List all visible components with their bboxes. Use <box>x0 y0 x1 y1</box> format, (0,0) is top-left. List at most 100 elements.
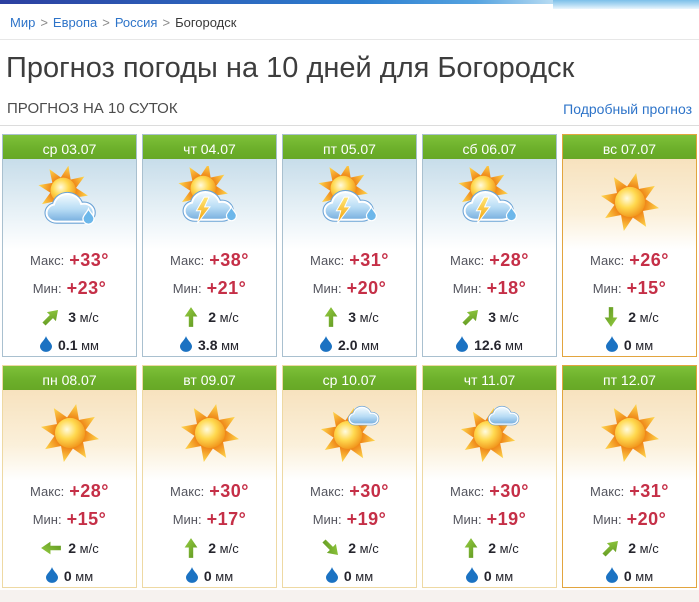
breadcrumb-separator: > <box>162 15 171 30</box>
wind-speed-unit: м/с <box>639 540 659 556</box>
wind-speed-unit: м/с <box>79 309 99 325</box>
precipitation-row: 0 мм <box>45 566 94 587</box>
min-temp-value: +18° <box>486 277 527 298</box>
wind-direction-arrow-icon <box>40 306 62 328</box>
forecast-card[interactable]: вт 09.07 Макс: +30° Мин: +17° 2 м/с 0 мм <box>142 365 277 588</box>
breadcrumb-separator: > <box>40 15 48 30</box>
max-temp-row: Макс: +30° <box>170 481 249 502</box>
forecast-card-body: Макс: +31° Мин: +20° 3 м/с 2.0 мм <box>283 159 416 356</box>
wind-speed-value: 2 <box>488 539 497 556</box>
sun-icon <box>171 393 249 474</box>
precipitation-unit: мм <box>215 569 234 585</box>
detailed-forecast-link[interactable]: Подробный прогноз <box>563 101 692 117</box>
wind-direction-arrow-icon <box>40 537 62 559</box>
precipitation-unit: мм <box>75 569 94 585</box>
precipitation-row: 12.6 мм <box>456 335 523 356</box>
wind-direction-arrow-icon <box>460 537 482 559</box>
day-date-label: чт 04.07 <box>143 135 276 159</box>
sun-cloud-rain-icon <box>31 162 109 243</box>
max-temp-value: +30° <box>209 480 249 501</box>
precipitation-row: 3.8 мм <box>180 335 239 356</box>
min-temp-label: Мин: <box>172 511 202 527</box>
max-temp-value: +33° <box>69 249 109 270</box>
min-temp-label: Мин: <box>312 280 342 296</box>
max-temp-label: Макс: <box>590 252 625 268</box>
forecast-card[interactable]: ср 10.07 Макс: +30° Мин: +19° 2 м/с 0 <box>282 365 417 588</box>
precipitation-row: 0 мм <box>465 566 514 587</box>
forecast-card[interactable]: ср 03.07 Макс: +33° Мин: +23° 3 м/с 0.1 <box>2 134 137 357</box>
forecast-section-header: ПРОГНОЗ НА 10 СУТОК Подробный прогноз <box>0 85 699 126</box>
wind-speed-unit: м/с <box>359 540 379 556</box>
precipitation-value: 0.1 <box>58 337 78 354</box>
min-temp-label: Мин: <box>592 280 622 296</box>
water-drop-icon <box>465 567 478 586</box>
forecast-card-body: Макс: +28° Мин: +18° 3 м/с 12.6 мм <box>423 159 556 356</box>
forecast-card[interactable]: чт 04.07 Макс: +38° Мин: +21° 2 м/с 3.8 <box>142 134 277 357</box>
max-temp-row: Макс: +26° <box>590 250 669 271</box>
max-temp-label: Макс: <box>450 483 485 499</box>
wind-direction-arrow-icon <box>600 537 622 559</box>
wind-speed-unit: м/с <box>359 309 379 325</box>
precipitation-value: 0 <box>623 568 632 585</box>
precipitation-unit: мм <box>505 338 523 354</box>
precipitation-unit: мм <box>635 569 654 585</box>
max-temp-label: Макс: <box>450 252 485 268</box>
precipitation-unit: мм <box>495 569 514 585</box>
forecast-card[interactable]: пт 12.07 Макс: +31° Мин: +20° 2 м/с 0 мм <box>562 365 697 588</box>
wind-speed-value: 3 <box>488 308 497 325</box>
wind-row: 2 м/с <box>460 537 519 559</box>
max-temp-label: Макс: <box>310 252 345 268</box>
wind-row: 3 м/с <box>320 306 379 328</box>
wind-direction-arrow-icon <box>320 537 342 559</box>
min-temp-label: Мин: <box>32 511 62 527</box>
forecast-card[interactable]: пн 08.07 Макс: +28° Мин: +15° 2 м/с 0 мм <box>2 365 137 588</box>
breadcrumb-link[interactable]: Европа <box>52 15 98 30</box>
min-temp-row: Мин: +15° <box>593 278 667 299</box>
day-date-label: сб 06.07 <box>423 135 556 159</box>
wind-speed-value: 2 <box>208 539 217 556</box>
precipitation-row: 0 мм <box>325 566 374 587</box>
min-temp-row: Мин: +15° <box>33 509 107 530</box>
max-temp-value: +28° <box>69 480 109 501</box>
forecast-card-body: Макс: +30° Мин: +19° 2 м/с 0 мм <box>423 390 556 587</box>
precipitation-unit: мм <box>221 338 239 354</box>
wind-row: 2 м/с <box>600 306 659 328</box>
day-date-label: вт 09.07 <box>143 366 276 390</box>
max-temp-value: +28° <box>489 249 529 270</box>
min-temp-value: +21° <box>206 277 247 298</box>
min-temp-row: Мин: +20° <box>593 509 667 530</box>
wind-speed-unit: м/с <box>79 540 99 556</box>
precipitation-value: 0 <box>623 337 632 354</box>
wind-direction-arrow-icon <box>460 306 482 328</box>
breadcrumb-link[interactable]: Мир <box>10 15 36 30</box>
bottom-strip <box>0 590 699 602</box>
min-temp-value: +15° <box>626 277 667 298</box>
breadcrumb-current: Богородск <box>175 15 237 30</box>
max-temp-row: Макс: +33° <box>30 250 109 271</box>
max-temp-value: +38° <box>209 249 249 270</box>
min-temp-row: Мин: +21° <box>173 278 247 299</box>
forecast-card[interactable]: чт 11.07 Макс: +30° Мин: +19° 2 м/с 0 <box>422 365 557 588</box>
precipitation-value: 0 <box>343 568 352 585</box>
precipitation-unit: мм <box>635 338 654 354</box>
forecast-section-title: ПРОГНОЗ НА 10 СУТОК <box>7 100 178 117</box>
forecast-card-body: Макс: +33° Мин: +23° 3 м/с 0.1 мм <box>3 159 136 356</box>
wind-speed-value: 3 <box>68 308 77 325</box>
precipitation-row: 0 мм <box>605 566 654 587</box>
min-temp-label: Мин: <box>312 511 342 527</box>
forecast-card[interactable]: вс 07.07 Макс: +26° Мин: +15° 2 м/с 0 мм <box>562 134 697 357</box>
min-temp-value: +15° <box>66 508 107 529</box>
day-date-label: пн 08.07 <box>3 366 136 390</box>
precipitation-unit: мм <box>355 569 374 585</box>
wind-row: 2 м/с <box>320 537 379 559</box>
breadcrumb-link[interactable]: Россия <box>114 15 158 30</box>
forecast-card[interactable]: сб 06.07 Макс: +28° Мин: +18° 3 м/с 12.6 <box>422 134 557 357</box>
precipitation-row: 2.0 мм <box>320 335 379 356</box>
thunderstorm-icon <box>171 162 249 243</box>
min-temp-label: Мин: <box>592 511 622 527</box>
sun-icon <box>31 393 109 474</box>
min-temp-row: Мин: +23° <box>33 278 107 299</box>
precipitation-value: 3.8 <box>198 337 218 354</box>
forecast-card[interactable]: пт 05.07 Макс: +31° Мин: +20° 3 м/с 2.0 <box>282 134 417 357</box>
